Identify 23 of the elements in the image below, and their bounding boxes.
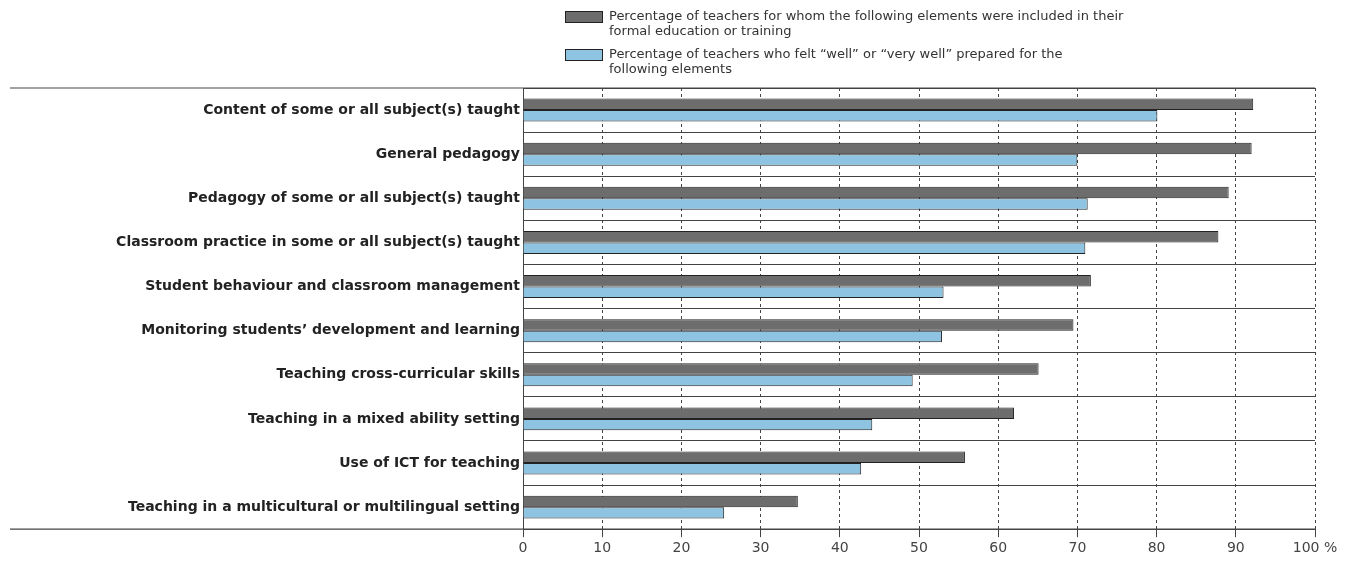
x-tick-label: 20: [672, 539, 691, 556]
y-tick-label: Content of some or all subject(s) taught: [203, 100, 521, 117]
y-tick-label: Pedagogy of some or all subject(s) taught: [187, 188, 521, 205]
x-tick-label: 80: [1147, 539, 1166, 556]
x-tick-label: 50: [910, 539, 928, 556]
y-tick-label: Monitoring students’ development and learning: [141, 321, 520, 338]
x-tick-label: 70: [1068, 539, 1087, 556]
y-tick-label: Classroom practice in some or all subject(s) taught: [116, 233, 521, 250]
x-tick-label: 0: [518, 539, 528, 556]
x-tick-label: 60: [989, 539, 1008, 556]
x-tick-label: 100 %: [1292, 539, 1338, 556]
y-tick-label: Teaching in a multicultural or multilingual setting: [127, 497, 520, 514]
x-tick-label: 90: [1226, 539, 1245, 556]
y-tick-label: General pedagogy: [375, 144, 520, 161]
legend-label: Percentage of teachers who felt “well” or “very well” prepared for the following elements: [609, 46, 1064, 76]
legend-label: Percentage of teachers for whom the following elements were included in their formal education or training: [609, 8, 1125, 38]
x-tick-label: 40: [830, 539, 849, 556]
y-tick-label: Teaching in a mixed ability setting: [248, 409, 520, 426]
y-tick-label: Teaching cross-curricular skills: [276, 365, 520, 382]
x-tick-label: 30: [751, 539, 770, 556]
x-tick-label: 10: [593, 539, 612, 556]
y-tick-label: Student behaviour and classroom management: [145, 277, 521, 294]
y-tick-label: Use of ICT for teaching: [339, 453, 520, 470]
